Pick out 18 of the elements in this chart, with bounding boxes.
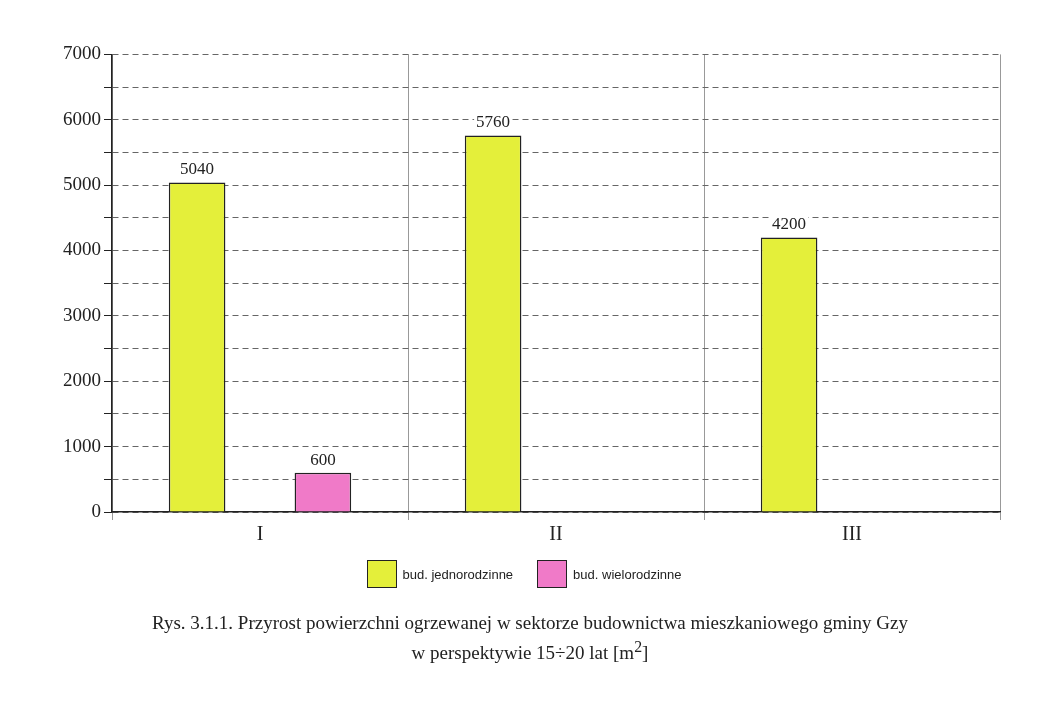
y-tick-label: 5000 [63, 173, 101, 195]
y-tick-label: 0 [91, 499, 101, 521]
text: Rys. 3.1.1. Przyrost powierzchni ogrzewanej w sektorze budownictwa mieszkaniowego gminy Gzy w perspektywie 15÷20 lat [m$^{2}$] [151, 611, 909, 665]
y-tick-label: 1000 [63, 434, 101, 456]
x-tick-label: III [842, 522, 862, 545]
data-label: 5040 [180, 159, 215, 179]
y-tick-label: 3000 [63, 303, 101, 325]
y-tick-label: 4000 [63, 238, 101, 260]
y-tick-label: 6000 [63, 107, 101, 129]
data-label: 600 [310, 449, 336, 469]
y-tick-label: 2000 [63, 369, 101, 391]
x-tick-label: I [256, 522, 264, 545]
legend-label: bud. wielorodzinne [573, 566, 682, 582]
legend-label: bud. jednorodzinne [402, 566, 514, 582]
data-label: 5760 [476, 112, 511, 132]
x-tick-label: II [549, 522, 563, 545]
data-label: 4200 [772, 214, 807, 234]
y-tick-label: 7000 [63, 42, 101, 64]
